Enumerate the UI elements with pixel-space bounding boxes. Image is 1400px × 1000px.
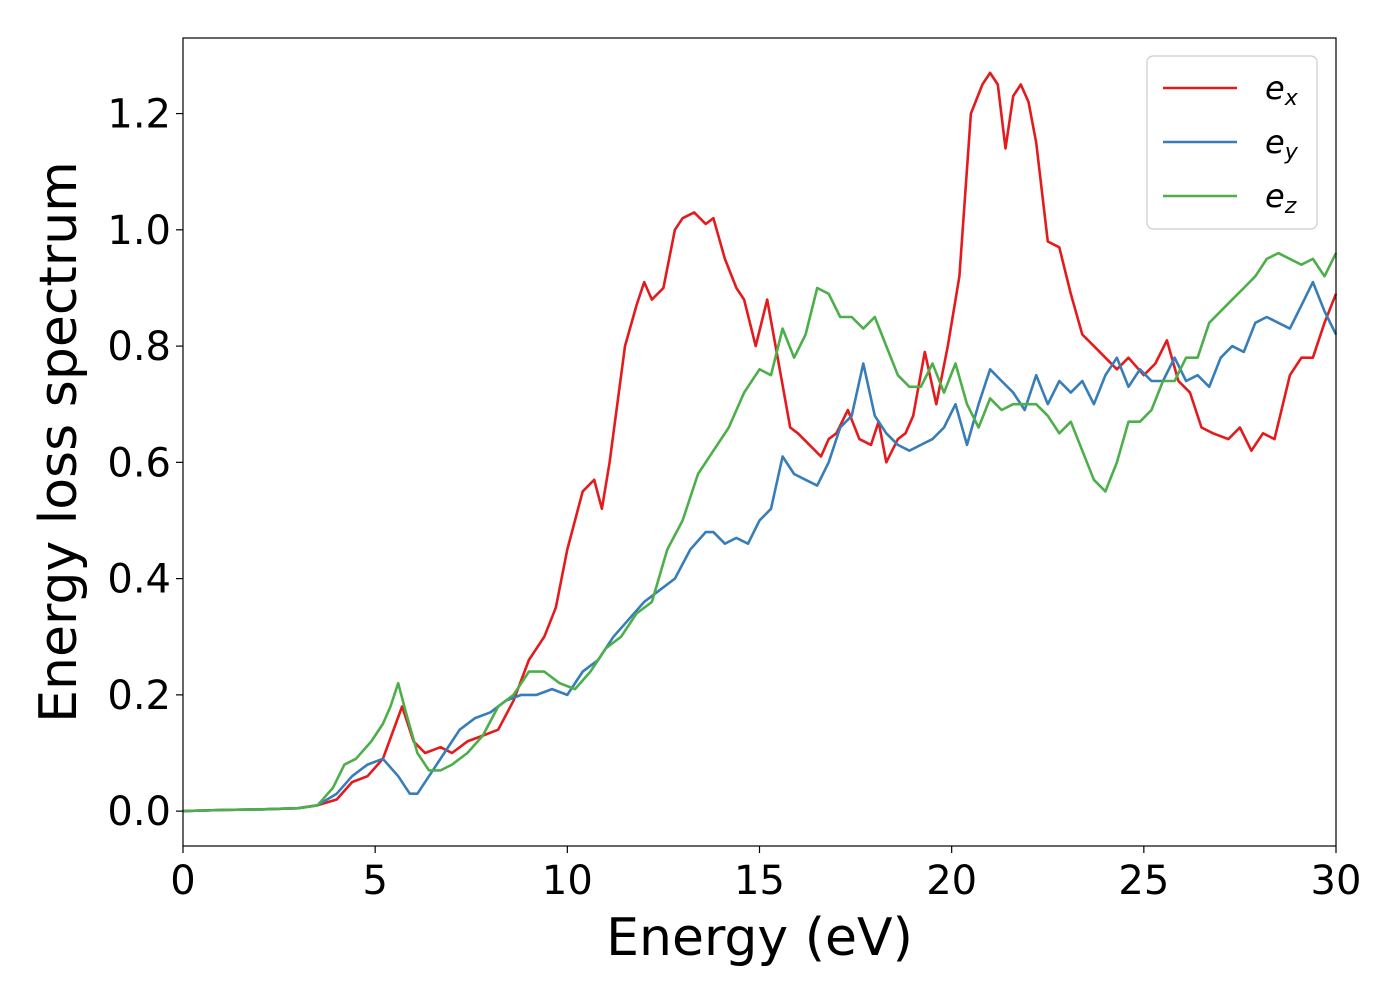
x-tick-label: 15 bbox=[734, 858, 785, 904]
x-tick-label: 30 bbox=[1311, 858, 1362, 904]
y-tick-label: 0.0 bbox=[107, 789, 171, 835]
plot-area bbox=[183, 38, 1336, 846]
y-axis: 0.0 0.2 0.4 0.6 0.8 1.0 1.2 bbox=[107, 92, 183, 835]
y-tick-label: 0.4 bbox=[107, 557, 171, 603]
x-tick-label: 0 bbox=[170, 858, 195, 904]
x-tick-label: 5 bbox=[362, 858, 387, 904]
x-tick-label: 25 bbox=[1118, 858, 1169, 904]
series-line-e-z bbox=[182, 251, 1338, 813]
legend-label-subscript: y bbox=[1284, 140, 1299, 165]
series-line-e-x bbox=[182, 71, 1338, 813]
legend-label-base: e bbox=[1265, 123, 1285, 161]
x-tick-label: 10 bbox=[542, 858, 593, 904]
legend-label-e-y: ey bbox=[1265, 123, 1299, 165]
y-tick-label: 1.0 bbox=[107, 208, 171, 254]
legend-label-subscript: z bbox=[1284, 194, 1297, 219]
series-layer bbox=[182, 71, 1338, 813]
legend-label-subscript: x bbox=[1284, 86, 1299, 111]
legend-label-e-z: ez bbox=[1265, 177, 1297, 219]
y-tick-label: 1.2 bbox=[107, 92, 171, 138]
x-tick-label: 20 bbox=[926, 858, 977, 904]
legend-label-base: e bbox=[1265, 69, 1285, 107]
y-tick-label: 0.8 bbox=[107, 324, 171, 370]
y-tick-label: 0.6 bbox=[107, 440, 171, 486]
legend-label-e-x: ex bbox=[1265, 69, 1299, 111]
y-tick-label: 0.2 bbox=[107, 673, 171, 719]
series-line-e-y bbox=[182, 280, 1338, 813]
x-axis: 0 5 10 15 20 25 30 bbox=[170, 846, 1361, 904]
x-axis-title: Energy (eV) bbox=[606, 908, 913, 968]
y-axis-title: Energy loss spectrum bbox=[29, 161, 89, 723]
legend-label-base: e bbox=[1265, 177, 1285, 215]
